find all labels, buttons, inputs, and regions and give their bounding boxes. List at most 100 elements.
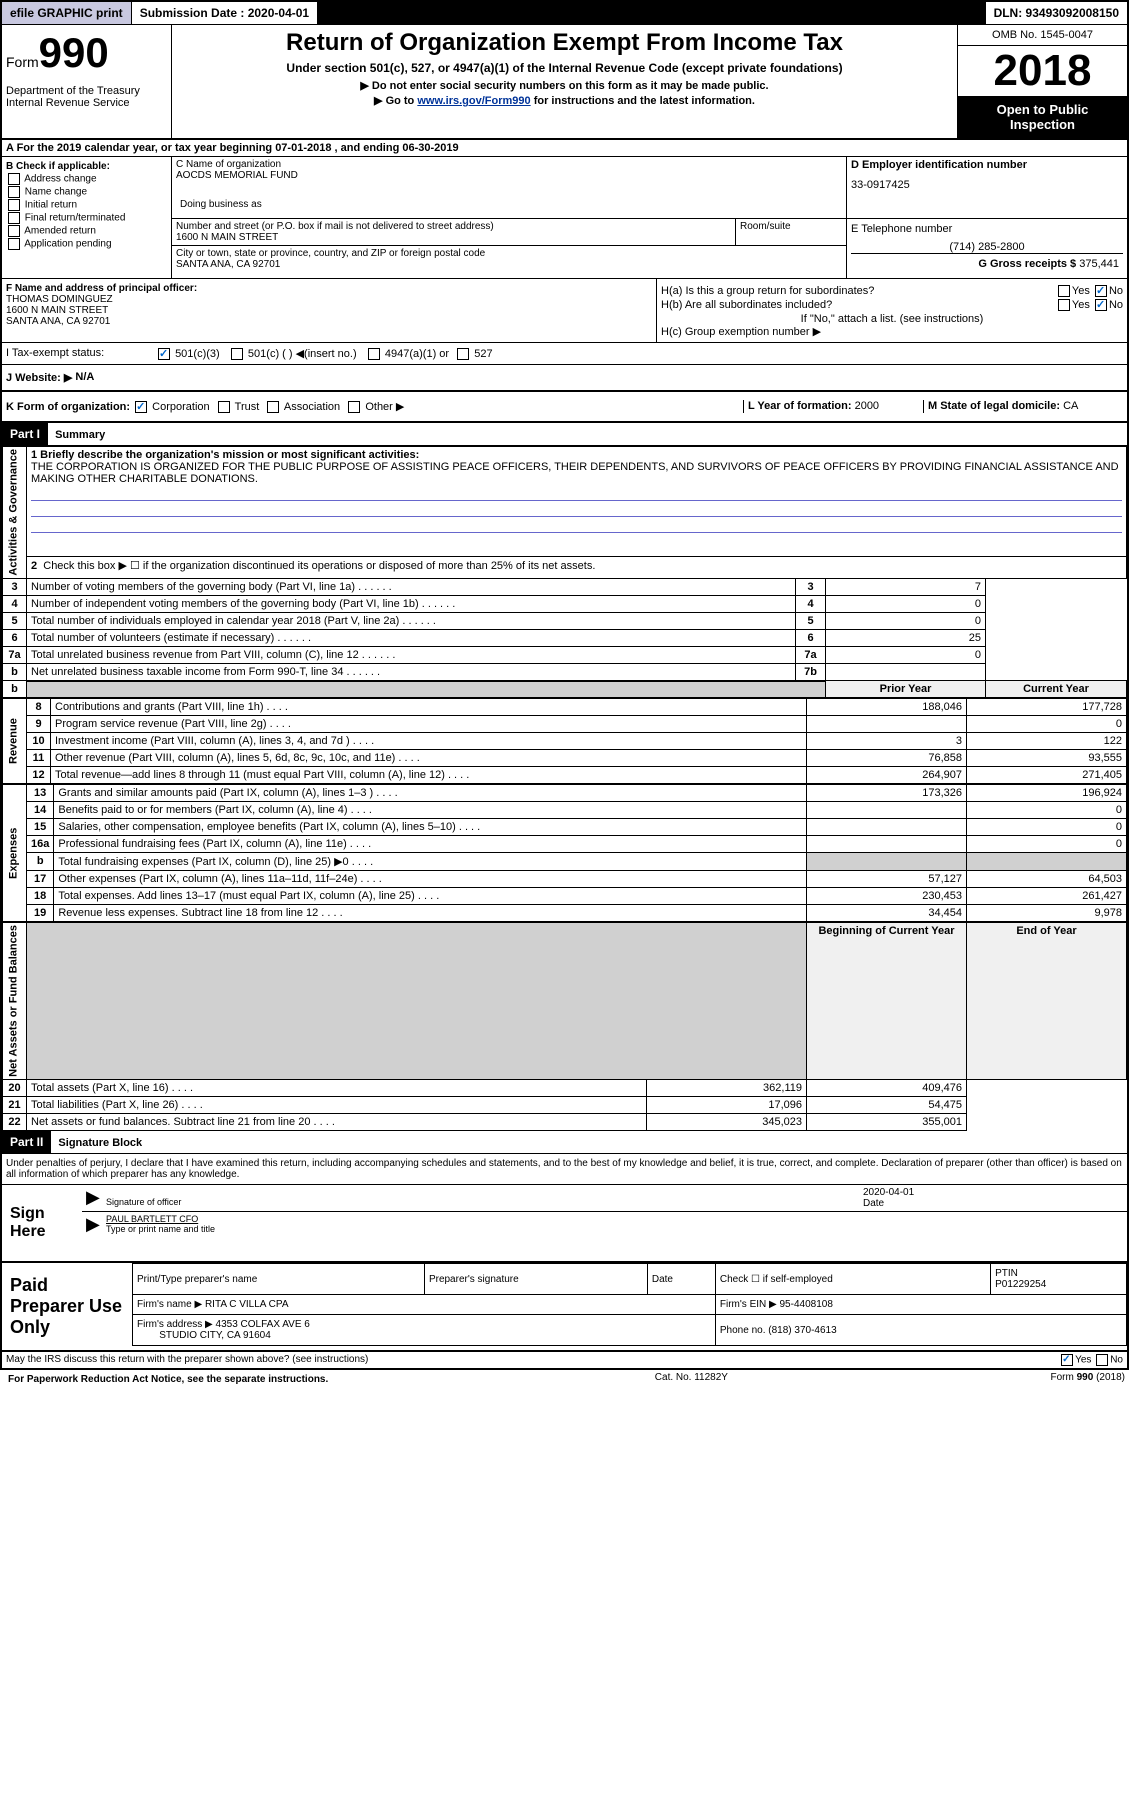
val [826, 663, 986, 681]
curr-val: 177,728 [967, 699, 1127, 716]
cb-app-pending[interactable]: Application pending [6, 238, 167, 250]
line-desc: Total fundraising expenses (Part IX, col… [54, 853, 807, 871]
paid-date-label: Date [647, 1264, 715, 1295]
cb-527[interactable] [457, 348, 469, 360]
org-name: AOCDS MEMORIAL FUND [176, 170, 842, 181]
col-b: B Check if applicable: Address change Na… [2, 157, 172, 278]
col-cd: C Name of organization AOCDS MEMORIAL FU… [172, 157, 1127, 278]
prep-sig-label: Preparer's signature [424, 1264, 647, 1295]
line-desc: Total liabilities (Part X, line 26) . . … [27, 1097, 647, 1114]
line-num: 22 [3, 1114, 27, 1131]
cb-4947[interactable] [368, 348, 380, 360]
irs-link[interactable]: www.irs.gov/Form990 [417, 95, 530, 107]
cb-initial[interactable]: Initial return [6, 199, 167, 211]
street-value: 1600 N MAIN STREET [176, 232, 731, 243]
line-num: b [27, 853, 54, 871]
sig-officer-row: ▶ Signature of officer 2020-04-01Date [82, 1185, 1127, 1212]
paid-right: Print/Type preparer's name Preparer's si… [132, 1263, 1127, 1350]
cb-501c3[interactable] [158, 348, 170, 360]
line-desc: Total assets (Part X, line 16) . . . . [27, 1080, 647, 1097]
prior-val: 188,046 [807, 699, 967, 716]
firm-phone-cell: Phone no. (818) 370-4613 [715, 1315, 1126, 1346]
line-desc: Contributions and grants (Part VIII, lin… [51, 699, 807, 716]
form-ref: Form 990 (2018) [1051, 1372, 1125, 1387]
f-city: SANTA ANA, CA 92701 [6, 316, 652, 327]
curr-val: 271,405 [967, 767, 1127, 784]
line2: 2 Check this box ▶ ☐ if the organization… [27, 557, 1127, 579]
line-num: 14 [27, 802, 54, 819]
line-desc: Benefits paid to or for members (Part IX… [54, 802, 807, 819]
curr-val: 261,427 [967, 888, 1127, 905]
cb-assoc[interactable] [267, 401, 279, 413]
section-b-to-g: B Check if applicable: Address change Na… [2, 157, 1127, 279]
line-num: 21 [3, 1097, 27, 1114]
main-title: Return of Organization Exempt From Incom… [176, 29, 953, 57]
cb-addr-change[interactable]: Address change [6, 173, 167, 185]
line-desc: Total unrelated business revenue from Pa… [27, 646, 796, 663]
revenue-table: Revenue8Contributions and grants (Part V… [2, 698, 1127, 784]
cb-501c[interactable] [231, 348, 243, 360]
line-num: b [3, 663, 27, 681]
begin-val: 345,023 [647, 1114, 807, 1131]
sig-date-field: 2020-04-01Date [863, 1187, 1123, 1209]
header-left: Form990 Department of the Treasury Inter… [2, 25, 172, 138]
f-street: 1600 N MAIN STREET [6, 305, 652, 316]
mission-box: 1 Briefly describe the organization's mi… [27, 447, 1127, 557]
firm-name-cell: Firm's name ▶ RITA C VILLA CPA [133, 1295, 716, 1315]
curr-val: 64,503 [967, 871, 1127, 888]
city-label: City or town, state or province, country… [176, 248, 842, 259]
curr-val: 93,555 [967, 750, 1127, 767]
num-box: 5 [796, 612, 826, 629]
omb-box: OMB No. 1545-0047 [958, 25, 1127, 46]
cb-final[interactable]: Final return/terminated [6, 212, 167, 224]
section-f-h: F Name and address of principal officer:… [2, 279, 1127, 343]
line-desc: Other expenses (Part IX, column (A), lin… [54, 871, 807, 888]
dept-label: Department of the Treasury Internal Reve… [6, 85, 167, 109]
warn2-pre: ▶ Go to [374, 95, 417, 107]
prior-val: 76,858 [807, 750, 967, 767]
line-num: 13 [27, 785, 54, 802]
curr-val: 0 [967, 819, 1127, 836]
prior-val [807, 802, 967, 819]
part1-title: Summary [51, 425, 109, 445]
sig-right: ▶ Signature of officer 2020-04-01Date ▶ … [82, 1185, 1127, 1261]
receipts-label: G Gross receipts $ [978, 258, 1076, 270]
end-year-header: End of Year [967, 923, 1127, 1080]
cb-other[interactable] [348, 401, 360, 413]
begin-val: 17,096 [647, 1097, 807, 1114]
line-num: 6 [3, 629, 27, 646]
j-label: J Website: ▶ [6, 371, 72, 384]
val: 0 [826, 646, 986, 663]
cb-trust[interactable] [218, 401, 230, 413]
m-state: M State of legal domicile: CA [923, 400, 1123, 413]
begin-val: 362,119 [647, 1080, 807, 1097]
line-num: 19 [27, 905, 54, 922]
line-desc: Total expenses. Add lines 13–17 (must eq… [54, 888, 807, 905]
cat-no: Cat. No. 11282Y [655, 1372, 728, 1387]
prior-val: 264,907 [807, 767, 967, 784]
cb-name-change[interactable]: Name change [6, 186, 167, 198]
cb-amended[interactable]: Amended return [6, 225, 167, 237]
line-num: 9 [27, 716, 51, 733]
cb-corp[interactable] [135, 401, 147, 413]
city-box: City or town, state or province, country… [172, 246, 846, 272]
line-desc: Number of voting members of the governin… [27, 578, 796, 595]
curr-val: 0 [967, 716, 1127, 733]
name-row: C Name of organization AOCDS MEMORIAL FU… [172, 157, 1127, 219]
warn1: ▶ Do not enter social security numbers o… [176, 79, 953, 92]
year-box: 2018 [958, 46, 1127, 96]
l-year: L Year of formation: 2000 [743, 400, 923, 413]
side-label: Expenses [3, 785, 27, 922]
form-990-num: 990 [39, 29, 109, 76]
ha-label: H(a) Is this a group return for subordin… [661, 285, 874, 297]
ein-label: D Employer identification number [851, 159, 1123, 171]
col-f: F Name and address of principal officer:… [2, 279, 657, 342]
firm-ein-cell: Firm's EIN ▶ 95-4408108 [715, 1295, 1126, 1315]
side-gov: Activities & Governance [3, 447, 27, 579]
org-name-box: C Name of organization AOCDS MEMORIAL FU… [172, 157, 847, 218]
line-num: 17 [27, 871, 54, 888]
efile-label[interactable]: efile GRAPHIC print [2, 2, 132, 24]
part2-label: Part II [2, 1131, 51, 1153]
line-desc: Total revenue—add lines 8 through 11 (mu… [51, 767, 807, 784]
line-desc: Net unrelated business taxable income fr… [27, 663, 796, 681]
